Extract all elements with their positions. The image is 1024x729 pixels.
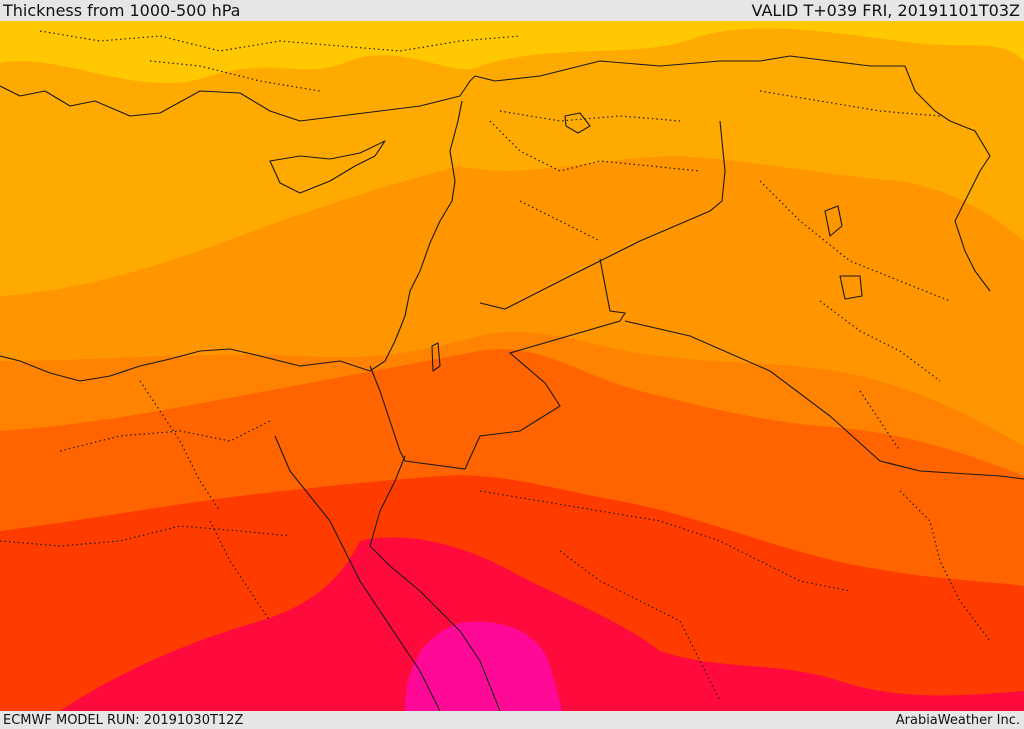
valid-time: VALID T+039 FRI, 20191101T03Z xyxy=(751,1,1020,20)
saudi-iraq-border xyxy=(624,320,1024,480)
red-sea-coastline xyxy=(274,435,501,711)
map-title: Thickness from 1000-500 hPa xyxy=(3,1,241,20)
credit-label: ArabiaWeather Inc. xyxy=(895,713,1020,728)
band-7 xyxy=(60,537,1024,711)
thickness-map xyxy=(0,21,1024,711)
syria-iraq-border xyxy=(479,120,726,310)
egypt-israel-border xyxy=(369,365,406,462)
egypt-coastline xyxy=(0,348,371,382)
dead-sea xyxy=(431,342,441,372)
turkey-provinces xyxy=(39,30,941,122)
band-8 xyxy=(405,621,562,711)
saudi-provinces xyxy=(479,490,991,702)
jordan-border xyxy=(404,258,626,470)
turkey-syria-border xyxy=(474,55,991,292)
lake-tuz xyxy=(564,112,591,134)
model-run-label: ECMWF MODEL RUN: 20191030T12Z xyxy=(3,713,244,728)
levant-coastline xyxy=(369,100,463,372)
syria-provinces xyxy=(489,120,701,242)
footer-bar: ECMWF MODEL RUN: 20191030T12Z ArabiaWeat… xyxy=(0,711,1024,729)
header-bar: Thickness from 1000-500 hPa VALID T+039 … xyxy=(0,0,1024,21)
iraq-provinces xyxy=(759,180,951,452)
iraq-lake xyxy=(824,205,863,300)
egypt-provinces xyxy=(0,380,291,622)
cyprus-coastline xyxy=(269,140,386,194)
turkey-coastline xyxy=(0,75,476,122)
